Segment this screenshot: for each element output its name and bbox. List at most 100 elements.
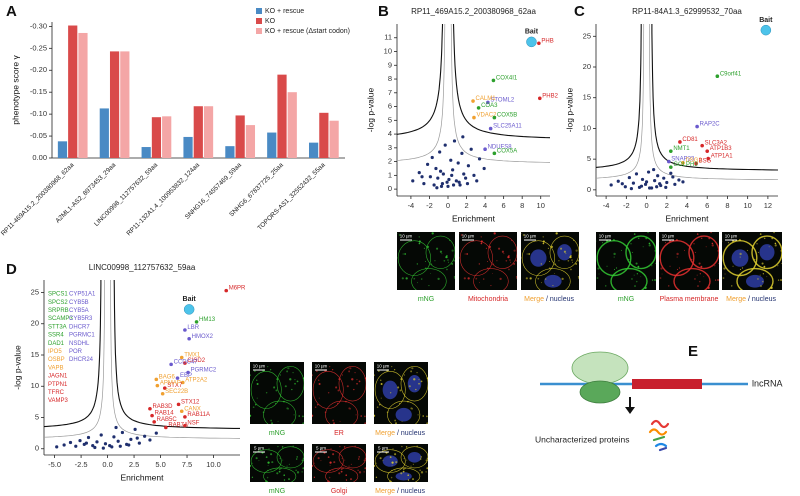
cluster-label: PGRMC1 <box>69 333 95 339</box>
micrograph <box>596 232 656 290</box>
speckle <box>699 273 701 275</box>
protein-point <box>68 440 73 445</box>
y-axis-label: -log p-value <box>564 88 574 133</box>
legend-label: KO + rescue <box>265 8 304 15</box>
speckle <box>312 414 314 417</box>
speckle <box>270 369 272 371</box>
speckle <box>389 392 392 394</box>
speckle <box>357 469 359 472</box>
speckle <box>379 457 382 460</box>
cluster-label: POR <box>69 349 83 355</box>
threshold-curve <box>396 24 446 161</box>
speckle <box>267 461 270 464</box>
image-bg <box>596 232 656 290</box>
speckle <box>256 379 258 381</box>
speckle <box>394 453 397 456</box>
speckle <box>405 277 408 280</box>
cluster-label: SPCS1 <box>48 292 68 298</box>
speckle <box>281 446 284 448</box>
helix <box>654 442 668 448</box>
speckle <box>511 240 513 242</box>
cluster-label: DHCR24 <box>69 357 94 363</box>
speckle <box>267 469 269 472</box>
protein-point <box>469 147 473 151</box>
micrograph <box>250 362 304 424</box>
y-tick-label: 15 <box>31 350 39 359</box>
cell-outline <box>688 235 719 270</box>
speckle <box>676 252 679 256</box>
speckle <box>364 457 366 460</box>
cell-outline <box>276 446 304 469</box>
speckle <box>526 253 528 255</box>
hit-point <box>224 288 229 293</box>
image-bg <box>312 444 366 482</box>
speckle <box>637 237 640 240</box>
hit-point <box>471 99 475 103</box>
speckle <box>651 265 653 267</box>
speckle <box>393 371 395 373</box>
speckle <box>781 262 782 264</box>
hit-label: NDUFS8 <box>488 144 513 150</box>
speckle <box>620 249 623 252</box>
x-axis-label: Enrichment <box>452 213 496 223</box>
speckle <box>316 370 318 372</box>
protein-point <box>129 437 133 441</box>
micrograph <box>659 232 719 290</box>
cluster-label: SCAMP3 <box>48 316 73 322</box>
speckle <box>256 397 258 399</box>
speckle <box>645 237 647 239</box>
speckle <box>544 278 547 280</box>
x-tick-label: 0 <box>446 201 450 210</box>
speckle <box>374 464 376 467</box>
legend-swatch <box>256 8 262 14</box>
speckle <box>256 382 259 385</box>
speckle <box>418 242 421 245</box>
speckle <box>540 263 543 265</box>
y-axis-label: -log p-value <box>12 345 22 390</box>
protein-point <box>417 171 421 175</box>
protein-point <box>120 430 124 435</box>
protein-point <box>74 444 78 448</box>
speckle <box>521 257 522 259</box>
speckle <box>416 263 419 265</box>
x-tick-label: 5.0 <box>155 460 165 469</box>
speckle <box>402 468 405 471</box>
hit-label: DSG2 <box>685 158 702 164</box>
speckle <box>480 240 483 243</box>
cell-outline <box>263 467 297 482</box>
speckle <box>708 237 710 239</box>
speckle <box>250 464 252 467</box>
speckle <box>348 407 351 410</box>
speckle <box>338 472 341 475</box>
protein-label: Uncharacterized proteins <box>535 434 630 444</box>
chart-title: RP11-84A1.3_62999532_70aa <box>632 7 742 16</box>
speckle <box>329 366 331 368</box>
hit-point <box>491 78 496 83</box>
hit-label: ATP1A1 <box>711 154 734 160</box>
speckle <box>459 257 460 259</box>
bar <box>99 108 109 158</box>
x-tick-label: 12 <box>764 201 772 210</box>
speckle <box>547 247 549 249</box>
hit-point <box>162 386 167 390</box>
speckle <box>364 422 366 424</box>
speckle <box>286 367 288 369</box>
speckle <box>394 419 397 422</box>
speckle <box>391 469 393 472</box>
hit-point <box>183 328 187 332</box>
hit-label: EBP <box>180 373 192 379</box>
y-tick-label: 25 <box>583 31 591 40</box>
speckle <box>454 277 455 280</box>
bar <box>193 106 203 158</box>
speckle <box>759 233 762 235</box>
speckle <box>343 446 346 448</box>
speckle <box>406 459 408 461</box>
speckle <box>578 277 579 280</box>
speckle <box>332 453 335 456</box>
speckle <box>426 457 428 460</box>
hit-point <box>169 362 173 367</box>
speckle <box>596 277 599 279</box>
protein-point <box>640 177 645 182</box>
speckle <box>596 240 597 242</box>
nucleus <box>382 380 398 400</box>
